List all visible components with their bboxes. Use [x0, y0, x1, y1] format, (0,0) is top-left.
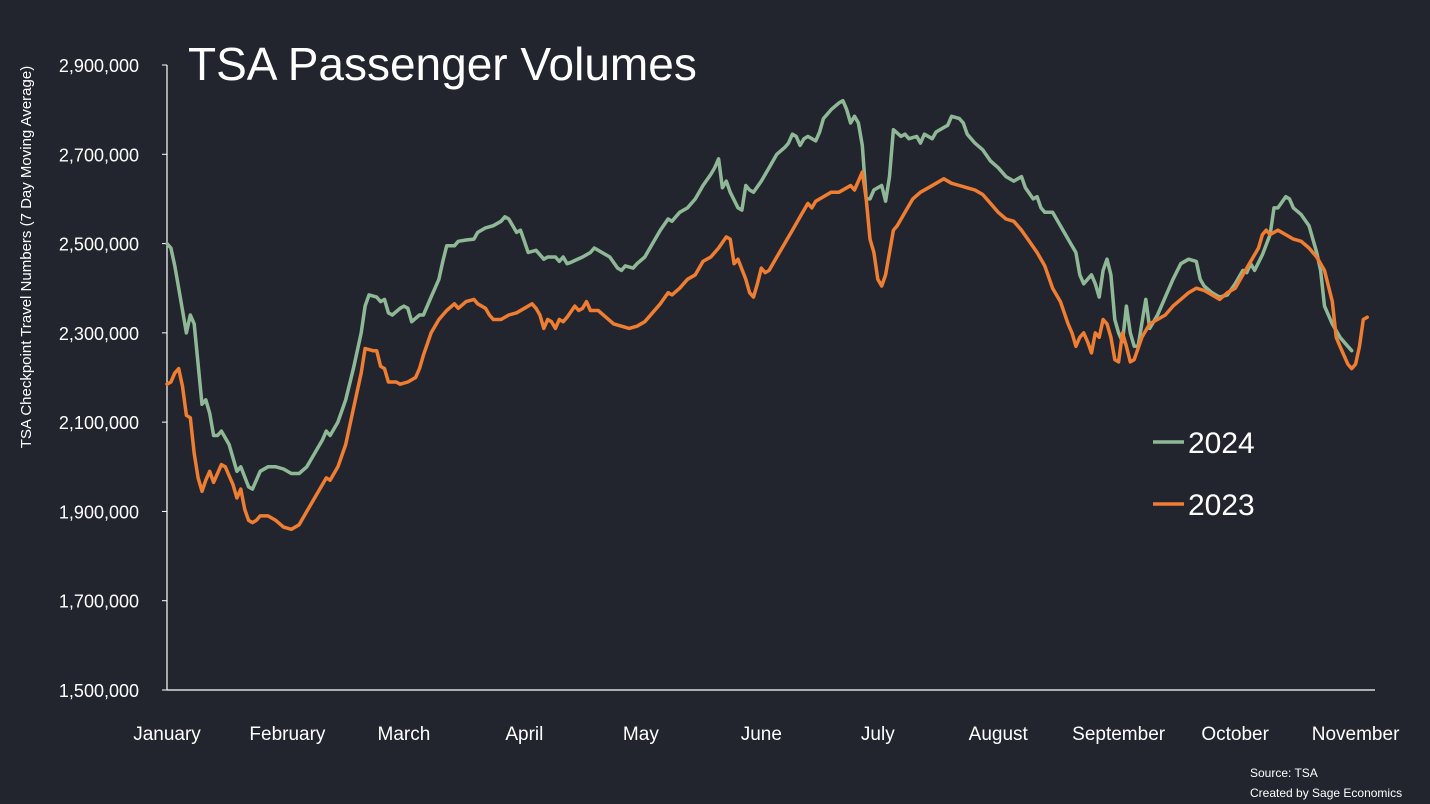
source-note: Source: TSA [1250, 766, 1318, 780]
series-layer [165, 98, 1369, 532]
x-tick-label: June [741, 724, 782, 745]
y-tick-label: 2,100,000 [59, 413, 139, 433]
x-tick-label: November [1312, 724, 1400, 745]
credit-note: Created by Sage Economics [1250, 786, 1402, 800]
y-tick-label: 1,500,000 [59, 681, 139, 701]
x-tick-label: January [133, 724, 201, 745]
y-ticks: 1,500,000 1,700,000 1,900,000 2,100,000 2,30… [59, 56, 167, 701]
y-tick-label: 2,500,000 [59, 235, 139, 255]
legend-label-2024: 2024 [1188, 427, 1255, 460]
y-tick-label: 1,900,000 [59, 502, 139, 522]
x-tick-label: March [378, 724, 431, 745]
x-tick-label: April [505, 724, 543, 745]
series-line-2023 [165, 170, 1369, 532]
x-tick-label: October [1201, 724, 1269, 745]
y-axis-label: TSA Checkpoint Travel Numbers (7 Day Mov… [18, 66, 35, 448]
legend-label-2023: 2023 [1188, 489, 1255, 522]
x-tick-label: February [249, 724, 326, 745]
legend: 2024 2023 [1153, 427, 1255, 522]
x-tick-label: August [969, 724, 1029, 745]
chart-title: TSA Passenger Volumes [188, 38, 697, 90]
x-tick-label: July [861, 724, 895, 745]
x-ticks: January February March April May June July Augu… [133, 724, 1400, 745]
y-tick-label: 2,300,000 [59, 324, 139, 344]
y-tick-label: 1,700,000 [59, 592, 139, 612]
series-line-2024 [165, 98, 1354, 491]
y-tick-label: 2,900,000 [59, 56, 139, 76]
x-tick-label: September [1072, 724, 1166, 745]
x-tick-label: May [623, 724, 659, 745]
y-tick-label: 2,700,000 [59, 145, 139, 165]
